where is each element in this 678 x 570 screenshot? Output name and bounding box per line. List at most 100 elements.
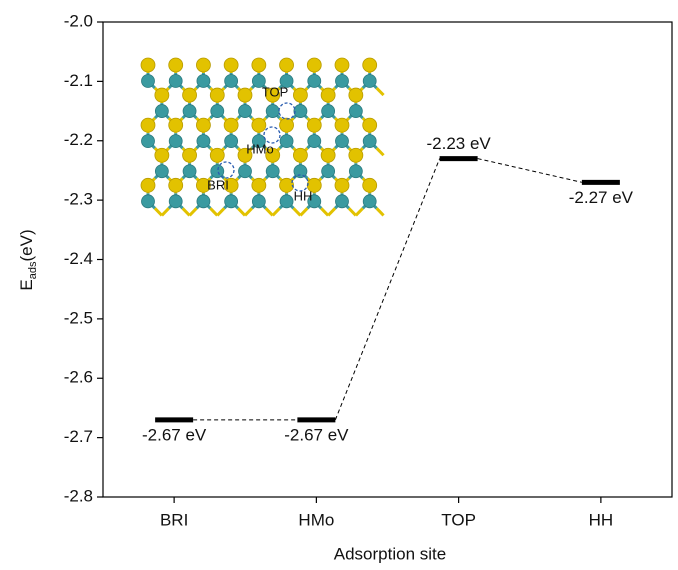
atom-mo	[225, 75, 238, 88]
atom-s	[155, 88, 169, 102]
atom-s	[252, 118, 266, 132]
inset-label: TOP	[262, 84, 289, 99]
atom-mo	[142, 195, 155, 208]
y-tick-label: -2.0	[64, 11, 93, 30]
atom-s	[280, 118, 294, 132]
atom-s	[155, 148, 169, 162]
inset-label: HMo	[246, 141, 273, 156]
atom-mo	[294, 105, 307, 118]
atom-mo	[335, 195, 348, 208]
atom-mo	[142, 135, 155, 148]
site-marker	[279, 103, 295, 119]
bond	[217, 208, 224, 215]
atom-s	[293, 148, 307, 162]
atom-s	[224, 58, 238, 72]
atom-s	[335, 178, 349, 192]
inset-label: BRI	[207, 177, 229, 192]
atom-s	[169, 58, 183, 72]
atom-mo	[363, 195, 376, 208]
atom-mo	[280, 135, 293, 148]
atom-mo	[169, 75, 182, 88]
y-title-main: E	[17, 279, 36, 290]
y-title-sub: ads	[27, 261, 39, 279]
connector	[335, 159, 439, 420]
atom-s	[280, 58, 294, 72]
atom-s	[169, 178, 183, 192]
connector	[478, 159, 582, 183]
atom-mo	[308, 135, 321, 148]
atom-mo	[183, 105, 196, 118]
atom-s	[141, 178, 155, 192]
atom-s	[183, 88, 197, 102]
atom-s	[335, 118, 349, 132]
atom-s	[321, 88, 335, 102]
bond	[377, 208, 384, 215]
atom-s	[141, 118, 155, 132]
y-tick-label: -2.6	[64, 368, 93, 387]
atom-s	[363, 58, 377, 72]
atom-mo	[322, 165, 335, 178]
atom-s	[224, 118, 238, 132]
atom-s	[252, 178, 266, 192]
atom-mo	[183, 165, 196, 178]
y-tick-label: -2.8	[64, 486, 93, 505]
y-title-unit: (eV)	[17, 229, 36, 261]
inset: TOP HMo BRI HH	[141, 58, 384, 215]
value-label: -2.67 eV	[142, 425, 207, 444]
x-tick-label: HH	[589, 510, 614, 529]
y-axis-title: Eads(eV)	[17, 229, 38, 290]
atom-mo	[197, 75, 210, 88]
y-tick-label: -2.4	[64, 249, 93, 268]
atom-mo	[225, 135, 238, 148]
atom-s	[196, 118, 210, 132]
bond	[356, 208, 363, 215]
atom-mo	[252, 195, 265, 208]
bond	[245, 208, 252, 215]
bond	[162, 208, 169, 215]
atom-mo	[155, 105, 168, 118]
bond	[328, 208, 335, 215]
atom-mo	[308, 75, 321, 88]
atom-s	[210, 148, 224, 162]
atom-s	[307, 118, 321, 132]
atom-mo	[238, 105, 251, 118]
atom-s	[183, 148, 197, 162]
y-tick-label: -2.1	[64, 71, 93, 90]
atom-s	[363, 118, 377, 132]
bond	[190, 208, 197, 215]
bond	[273, 208, 280, 215]
y-tick-label: -2.3	[64, 190, 93, 209]
atom-mo	[349, 105, 362, 118]
value-label: -2.23 eV	[426, 134, 491, 153]
y-tick-label: -2.2	[64, 130, 93, 149]
atom-mo	[197, 135, 210, 148]
atom-mo	[294, 165, 307, 178]
atom-s	[238, 88, 252, 102]
y-tick-label: -2.7	[64, 427, 93, 446]
atom-mo	[335, 135, 348, 148]
atom-mo	[322, 105, 335, 118]
atom-mo	[335, 75, 348, 88]
x-axis-title: Adsorption site	[334, 544, 446, 563]
atom-mo	[211, 105, 224, 118]
x-tick-label: BRI	[160, 510, 188, 529]
atom-s	[293, 88, 307, 102]
atom-s	[307, 58, 321, 72]
atom-mo	[266, 165, 279, 178]
bond	[377, 88, 384, 95]
atom-mo	[169, 195, 182, 208]
atom-s	[363, 178, 377, 192]
atom-mo	[225, 195, 238, 208]
chart: TOP HMo BRI HH Adsorption site Eads(eV) -2.…	[0, 0, 678, 570]
inset-label: HH	[294, 188, 313, 203]
atom-mo	[155, 165, 168, 178]
atom-mo	[169, 135, 182, 148]
atom-s	[196, 58, 210, 72]
atom-mo	[211, 165, 224, 178]
atom-s	[349, 88, 363, 102]
atom-s	[280, 178, 294, 192]
atom-s	[321, 148, 335, 162]
atom-mo	[197, 195, 210, 208]
atom-s	[252, 58, 266, 72]
bond	[300, 208, 307, 215]
